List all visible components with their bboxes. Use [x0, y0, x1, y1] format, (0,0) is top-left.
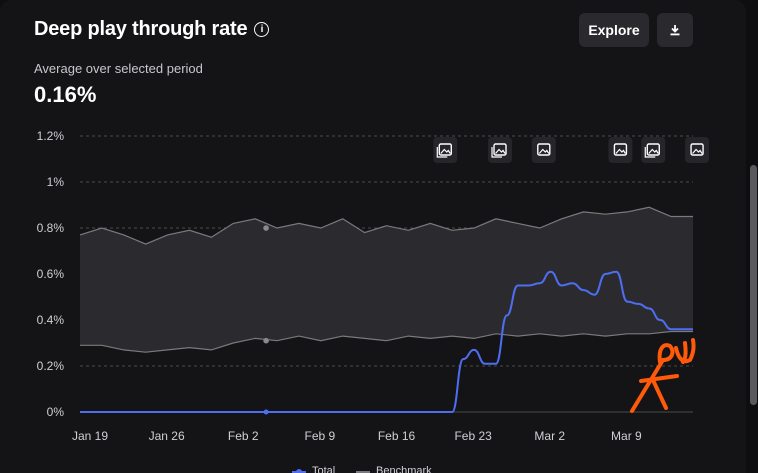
x-tick-label: Jan 19	[72, 429, 108, 443]
chart-title-row: Deep play through rate i	[34, 18, 270, 41]
chart-subtitle: Average over selected period	[34, 61, 203, 76]
page-scrollbar[interactable]	[750, 165, 757, 405]
x-axis: Jan 19 Jan 26 Feb 2 Feb 9 Feb 16 Feb 23 Mar 2 M…	[72, 429, 642, 443]
y-tick-label: 0%	[47, 405, 65, 419]
x-tick-label: Mar 9	[611, 429, 642, 443]
download-button[interactable]	[657, 13, 693, 47]
x-tick-label: Feb 16	[378, 429, 416, 443]
y-tick-label: 1.2%	[37, 129, 65, 143]
stacked-images-icon	[641, 137, 666, 163]
legend-total-label: Total	[312, 465, 335, 473]
y-tick-label: 0.4%	[37, 313, 65, 327]
image-annotation-icon	[531, 137, 556, 163]
benchmark-band	[79, 206, 693, 353]
x-tick-label: Mar 2	[534, 429, 565, 443]
y-tick-label: 0.6%	[37, 267, 65, 281]
benchmark-area	[80, 207, 693, 353]
x-tick-label: Feb 9	[305, 429, 336, 443]
benchmark-upper-line	[79, 206, 693, 245]
series-total-line	[80, 270, 693, 414]
x-tick-label: Feb 23	[454, 429, 492, 443]
legend-benchmark-label: Benchmark	[376, 465, 432, 473]
image-annotation-icon	[608, 137, 633, 163]
benchmark-marker	[263, 225, 269, 231]
x-tick-label: Feb 2	[228, 429, 259, 443]
legend-total-dot	[296, 469, 302, 473]
chart-title: Deep play through rate	[34, 18, 248, 40]
y-tick-label: 1%	[47, 175, 65, 189]
orange-annotation	[630, 338, 696, 413]
y-axis: 0% 0.2% 0.4% 0.6% 0.8% 1% 1.2%	[37, 129, 65, 419]
benchmark-lower-line	[80, 330, 693, 353]
total-marker	[263, 409, 269, 415]
legend: Total Benchmark	[292, 465, 432, 473]
y-tick-label: 0.8%	[37, 221, 65, 235]
stacked-images-icon	[488, 137, 513, 163]
x-tick-label: Jan 26	[149, 429, 185, 443]
annotation-markers	[433, 137, 710, 163]
benchmark-marker	[263, 337, 269, 344]
stacked-images-icon	[433, 137, 458, 163]
download-icon	[670, 25, 680, 36]
average-value: 0.16%	[34, 82, 97, 107]
series-lines	[80, 270, 693, 415]
explore-button[interactable]: Explore	[579, 13, 649, 47]
image-annotation-icon	[685, 137, 710, 163]
y-tick-label: 0.2%	[37, 359, 65, 373]
info-icon[interactable]: i	[254, 22, 270, 37]
